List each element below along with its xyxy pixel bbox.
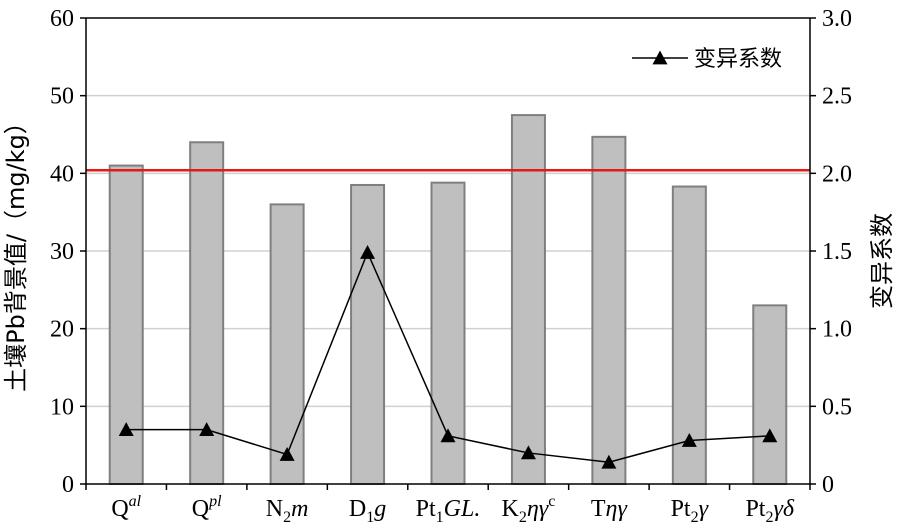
category-label: Pt1GL. [416,496,481,526]
y-tick-label: 0 [62,472,74,498]
category-label-part: g [374,496,386,522]
category-label-part: al [129,493,142,510]
category-labels: Qal Qpl N2m D1g Pt1GL. K2ηγc Tηγ Pt2γ Pt2γδ [111,493,795,526]
category-label-part: γ [699,496,709,522]
bar [350,183,386,485]
cv-point-marker [762,428,778,443]
category-label-part: 2 [765,509,773,526]
y-tick-label: 20 [50,317,74,343]
cv-point-marker [440,428,456,443]
cv-point-marker [199,422,215,437]
cv-point-marker [520,445,536,460]
axes [80,17,816,490]
y2-axis-title: 变异系数 [868,213,896,309]
cv-point-marker [681,433,697,447]
y-axis-title: 土壤Pb背景值/（mg/kg） [2,110,30,392]
y2-tick-label: 3.0 [822,6,852,32]
category-label-part: ηγ [527,496,549,522]
category-label-part: Q [192,496,209,522]
y2-tick-label: 1.0 [822,317,852,343]
category-label-part: 1 [366,509,374,526]
cv-point-marker [118,422,134,437]
category-label-part: K [502,496,520,522]
legend-triangle-marker [652,50,668,65]
y2-tick-label: 0 [822,472,834,498]
category-label: Pt2γ [671,496,709,526]
category-label-part: 2 [691,509,699,526]
cv-point-marker [360,245,376,259]
category-label: Pt2γδ [745,496,794,526]
tick-labels: 0 10 20 30 40 50 60 0 0.5 1.0 1.5 2.0 2.5 3.0 [50,6,852,498]
bar [269,203,305,485]
category-label-part: pl [208,493,222,510]
y-tick-label: 60 [50,6,74,32]
y2-tick-label: 2.0 [822,161,852,187]
y2-tick-label: 1.5 [822,239,852,265]
y-tick-label: 40 [50,161,74,187]
category-label: Qal [111,493,141,522]
cv-point-marker [279,446,295,461]
legend: 变异系数 [632,47,782,72]
cv-line-series [118,245,778,469]
category-label-part: m [291,496,308,522]
category-label: Tηγ [591,496,628,522]
legend-label: 变异系数 [694,47,782,72]
category-label-part: D [349,496,366,522]
category-label-part: 1 [436,509,444,526]
y-tick-label: 30 [50,239,74,265]
category-label: N2m [266,496,309,526]
category-label-part: Pt [745,496,765,522]
cv-point-marker [601,454,617,469]
bar [510,114,546,485]
y2-tick-label: 2.5 [822,84,852,110]
category-label: D1g [349,496,386,526]
category-label-part: N [266,496,283,522]
category-label: K2ηγc [502,493,556,526]
bar [752,304,788,485]
y2-tick-label: 0.5 [822,394,852,420]
category-label-part: c [548,493,555,510]
category-label-part: γδ [773,496,794,522]
category-label-part: T [591,496,606,522]
bar [108,164,144,485]
category-label: Qpl [192,493,222,522]
category-label-part: 2 [283,509,291,526]
bar [591,135,627,486]
category-label-part: 2 [519,509,527,526]
category-label-part: GL. [444,496,481,522]
category-label-part: Q [111,496,128,522]
category-label-part: ηγ [606,496,628,522]
y-tick-label: 10 [50,394,74,420]
category-label-part: Pt [671,496,691,522]
category-label-part: Pt [416,496,436,522]
y-tick-label: 50 [50,84,74,110]
